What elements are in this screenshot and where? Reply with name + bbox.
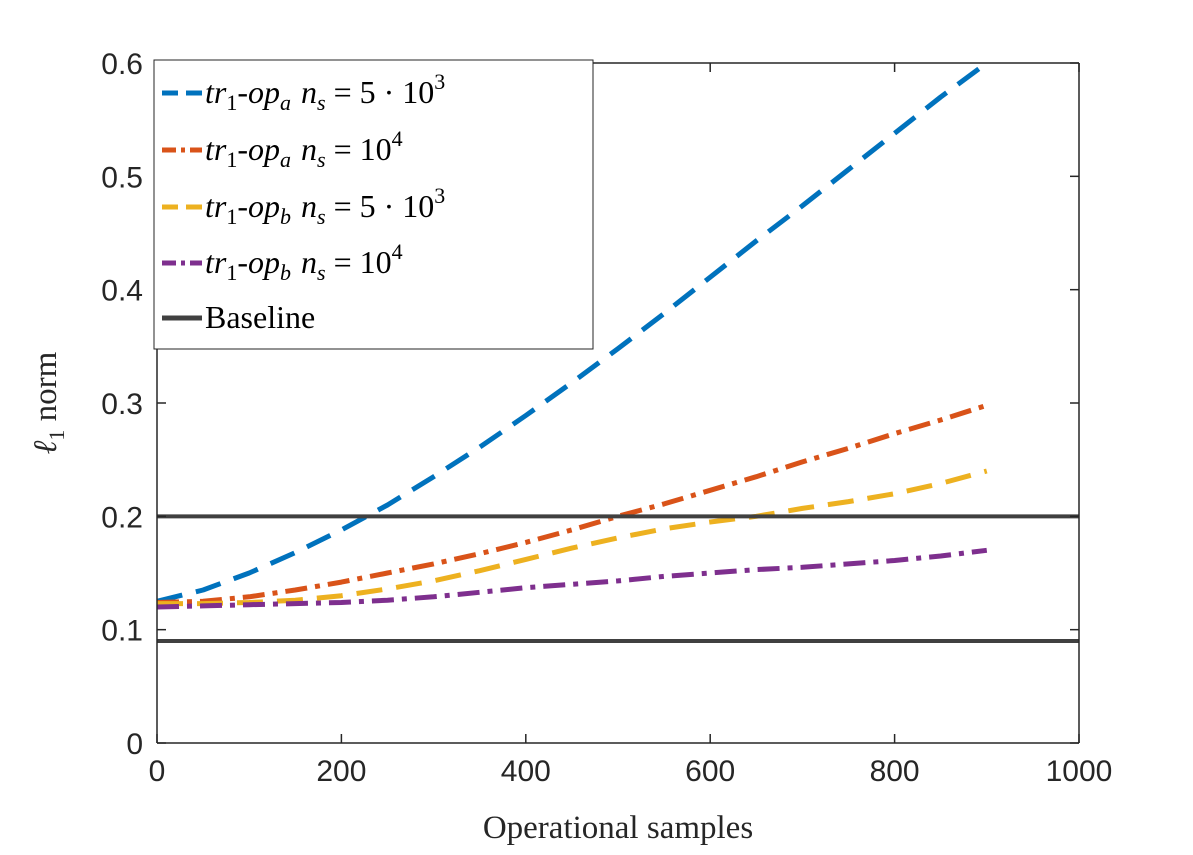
legend-label: tr1-opb ns = 5 · 103 bbox=[205, 183, 445, 229]
y-axis-title-subscript: 1 bbox=[44, 430, 69, 441]
y-axis-title-rest: norm bbox=[28, 351, 64, 429]
legend-label: Baseline bbox=[205, 299, 315, 335]
legend-label: tr1-opa ns = 104 bbox=[205, 126, 403, 172]
y-tick-label: 0 bbox=[126, 728, 143, 761]
ticks-layer: 0 200 400 600 800 1000 0 0.1 0.2 0.3 0.4 0.5 0.6 bbox=[101, 48, 1112, 788]
legend-entry-baseline: Baseline bbox=[162, 299, 315, 335]
y-tick-label: 0.4 bbox=[101, 275, 143, 308]
y-axis-title-symbol: ℓ bbox=[28, 440, 64, 454]
x-tick-label: 200 bbox=[316, 755, 366, 788]
series-line-1 bbox=[156, 402, 988, 605]
legend-label: tr1-opa ns = 5 · 103 bbox=[205, 69, 445, 115]
legend-entry-blue: tr1-opa ns = 5 · 103 bbox=[162, 69, 445, 115]
y-axis-title: ℓ1 norm bbox=[28, 351, 69, 454]
series-line-0 bbox=[156, 60, 989, 604]
y-tick-label: 0.2 bbox=[101, 501, 143, 534]
x-tick-label: 600 bbox=[685, 755, 735, 788]
y-tick-label: 0.6 bbox=[101, 48, 143, 81]
series-layer bbox=[156, 60, 1079, 643]
y-tick-label: 0.5 bbox=[101, 161, 143, 194]
x-tick-label: 800 bbox=[870, 755, 920, 788]
legend-entry-purple: tr1-opb ns = 104 bbox=[162, 239, 403, 285]
y-tick-label: 0.1 bbox=[101, 615, 143, 648]
legend-label: tr1-opb ns = 104 bbox=[205, 239, 403, 285]
legend: tr1-opa ns = 5 · 103 tr1-opa ns = 104 tr1-… bbox=[153, 59, 594, 350]
y-tick-label: 0.3 bbox=[101, 388, 143, 421]
legend-entry-orange: tr1-opa ns = 104 bbox=[162, 126, 403, 172]
x-axis-title: Operational samples bbox=[483, 810, 753, 846]
x-tick-label: 1000 bbox=[1046, 755, 1113, 788]
legend-box bbox=[153, 59, 594, 350]
x-tick-label: 0 bbox=[149, 755, 166, 788]
x-tick-label: 400 bbox=[501, 755, 551, 788]
series-line-2 bbox=[157, 468, 988, 607]
series-line-3 bbox=[156, 547, 988, 610]
legend-entry-yellow: tr1-opb ns = 5 · 103 bbox=[162, 183, 445, 229]
